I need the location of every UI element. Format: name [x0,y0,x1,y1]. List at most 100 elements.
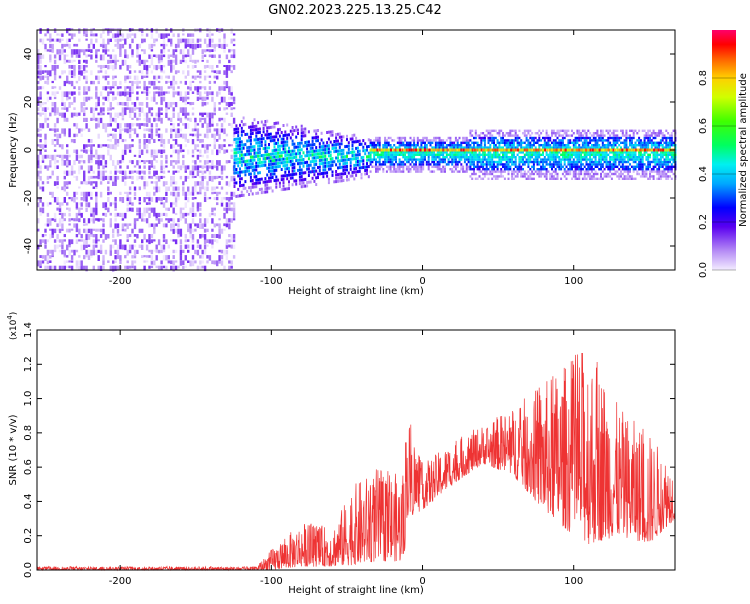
spectrogram-cell [150,234,154,239]
spectrogram-cell [102,223,105,228]
spectrogram-cell [496,153,499,156]
spectrogram-cell [483,139,486,142]
spectrogram-cell [404,153,407,156]
spectrogram-cell [494,144,497,147]
spectrogram-cell [627,177,630,180]
spectrogram-cell [213,260,216,265]
spectrogram-cell [503,156,506,159]
spectrogram-cell [293,145,296,149]
spectrogram-cell [540,172,543,176]
spectrogram-cell [143,186,146,190]
spectrogram-cell [282,134,285,138]
spectrogram-cell [592,168,595,171]
spectrogram-cell [268,163,270,167]
spectrogram-cell [37,133,40,137]
spectrogram-cell [213,128,216,132]
spectrogram-cell [493,139,495,142]
spectrogram-cell [288,183,290,187]
spectrogram-cell [196,202,200,209]
spectrogram-cell [601,146,604,149]
spectrogram-cell [225,218,229,223]
spectrogram-cell [315,146,318,150]
spectrogram-cell [454,146,457,149]
spectrogram-cell [133,249,137,256]
spectrogram-cell [179,80,183,84]
spectrogram-cell [315,129,318,133]
spectrogram-cell [257,181,260,185]
spectrogram-cell [609,136,612,140]
spectrogram-cell [474,158,477,161]
spectrogram-cell [338,132,341,136]
spectrogram-cell [167,107,170,110]
spectrogram-cell [641,175,644,178]
spectrogram-cell [612,136,615,140]
spectrogram-cell [218,54,221,59]
spectrogram-cell [520,172,523,176]
spectrogram-cell [282,164,285,168]
spectrogram-cell [225,197,229,201]
spectrogram-cell [569,134,572,137]
spectrogram-cell [271,176,274,179]
spectrogram-cell [587,163,590,166]
spectrogram-cell [218,175,221,179]
spectrogram-cell [85,144,88,148]
spectrogram-cell [311,150,314,153]
spectrogram-cell [422,160,425,164]
spectrogram-cell [199,160,202,163]
spectrogram-cell [266,190,269,194]
spectrogram-cell [138,197,141,202]
spectrogram-cell [208,165,212,169]
spectrogram-cell [145,202,149,205]
spectrogram-cell [520,139,523,142]
spectrogram-cell [228,102,231,108]
spectrogram-cell [514,175,517,178]
spectrogram-cell [179,133,183,138]
spectrogram-cell [170,59,173,65]
spectrogram-cell [112,260,115,264]
spectrogram-cell [167,102,170,107]
spectrogram-cell [554,170,557,173]
spectrogram-cell [552,151,555,154]
spectrogram-cell [518,165,521,168]
spectrogram-cell [233,161,236,165]
spectrogram-cell [592,172,595,176]
spectrogram-cell [264,133,267,137]
spectrogram-cell [177,154,180,160]
spectrogram-cell [51,154,54,161]
spectrogram-cell [632,132,635,135]
spectrogram-cell [160,91,163,96]
spectrogram-cell [211,49,214,52]
spectrogram-cell [594,160,597,164]
spectrogram-cell [456,144,459,147]
spectrogram-cell [590,170,593,173]
spectrogram-cell [220,86,224,91]
spectrogram-cell [478,175,481,178]
spectrogram-cell [66,181,69,186]
spectrogram-cell [44,165,47,169]
spectrogram-cell [590,146,593,149]
spectrogram-cell [177,86,180,89]
spectrogram-cell [315,162,318,166]
spectrogram-cell [109,175,112,181]
spectrogram-cell [641,156,644,159]
spectrogram-cell [621,156,624,159]
spectrogram-cell [543,160,546,164]
spectrogram-cell [116,38,120,45]
spectrogram-cell [189,86,192,91]
spectrogram-cell [520,151,523,154]
spectrogram-cell [148,43,151,50]
spectrogram-cell [418,139,421,142]
spectrogram-cell [66,228,69,233]
spectrogram-cell [172,49,175,56]
spectrogram-cell [454,156,457,159]
spectrogram-cell [258,144,261,148]
spectrogram-cell [632,129,635,132]
spectrogram-cell [567,172,570,176]
spectrogram-cell [563,168,566,171]
spectrogram-cell [509,146,512,149]
spectrogram-cell [49,59,52,63]
spectrogram-cell [220,260,224,266]
spectrogram-cell [155,212,158,219]
spectrogram-cell [302,131,305,135]
spectrogram-cell [153,117,156,122]
